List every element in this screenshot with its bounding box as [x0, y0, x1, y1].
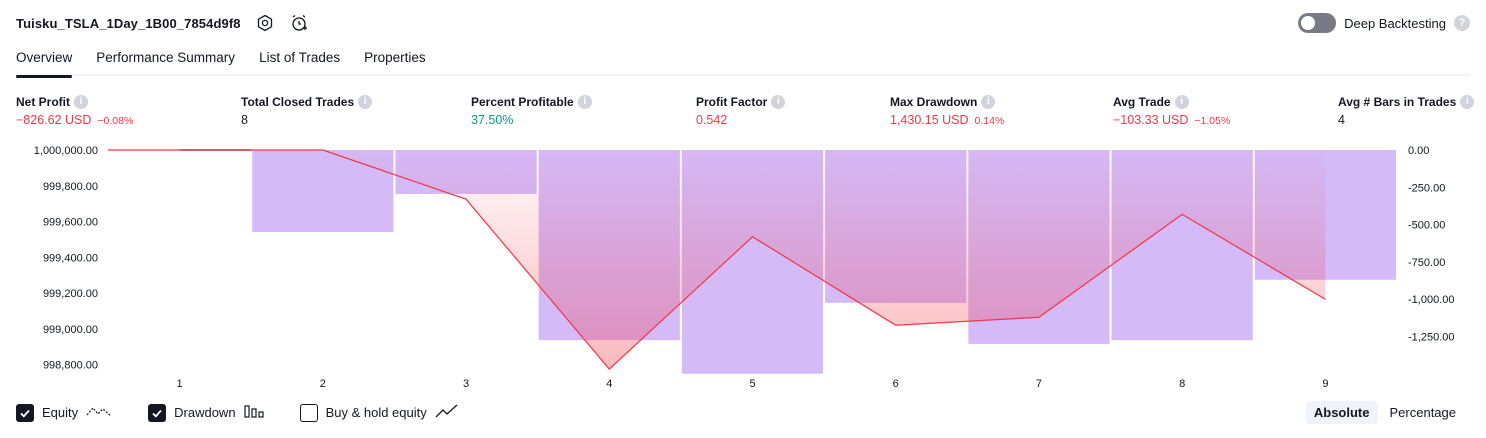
metric-percent: −1.05% — [1194, 115, 1231, 127]
x-axis-tick-label: 3 — [463, 378, 469, 390]
percentage-button[interactable]: Percentage — [1389, 405, 1457, 420]
metric-value: 1,430.15 USD — [890, 113, 969, 127]
absolute-button[interactable]: Absolute — [1305, 401, 1378, 424]
right-axis-tick-label: -1,000.00 — [1408, 294, 1454, 306]
metric-max-drawdown: Max Drawdown i 1,430.15 USD 0.14% — [890, 93, 1004, 127]
equity-area — [108, 150, 1326, 370]
deep-backtesting-toggle[interactable] — [1298, 13, 1337, 33]
metric-value: 0.542 — [696, 113, 728, 127]
drawdown-bars-icon — [243, 403, 264, 422]
x-axis-tick-label: 5 — [749, 378, 755, 390]
tab-list-of-trades[interactable]: List of Trades — [259, 50, 341, 65]
info-icon[interactable]: i — [1174, 94, 1189, 109]
equity-line-icon — [86, 403, 112, 422]
metric-profit-factor: Profit Factor i 0.542 — [696, 93, 786, 127]
metric-label: Profit Factor — [696, 94, 768, 109]
metric-label: Percent Profitable — [471, 94, 574, 109]
right-axis-tick-label: -750.00 — [1408, 257, 1445, 269]
x-axis-tick-label: 1 — [177, 378, 183, 390]
metric-percent: −0.08% — [97, 115, 134, 127]
x-axis-tick-label: 7 — [1036, 378, 1042, 390]
info-icon[interactable]: i — [1460, 94, 1475, 109]
left-axis-tick-label: 999,000.00 — [43, 324, 98, 336]
right-axis-tick-label: -500.00 — [1408, 220, 1445, 232]
equity-label[interactable]: Equity — [42, 405, 79, 420]
metric-label: Net Profit — [16, 94, 70, 109]
buy-hold-checkbox[interactable] — [299, 403, 318, 422]
metric-label: Avg # Bars in Trades — [1338, 94, 1457, 109]
equity-line — [108, 149, 1326, 370]
tab-properties[interactable]: Properties — [364, 50, 426, 65]
display-mode-switch: Absolute Percentage — [1305, 401, 1464, 424]
info-icon[interactable]: i — [981, 94, 996, 109]
left-axis-tick-label: 998,800.00 — [43, 360, 98, 372]
x-axis-tick-label: 4 — [606, 378, 612, 390]
right-axis-tick-label: 0.00 — [1408, 145, 1429, 157]
info-icon[interactable]: i — [358, 94, 373, 109]
info-icon[interactable]: i — [74, 94, 88, 109]
help-icon[interactable]: ? — [1454, 15, 1470, 31]
metric-net-profit: Net Profit i −826.62 USD −0.08% — [16, 93, 133, 127]
metric-avg-bars-in-trades: Avg # Bars in Trades i 4 — [1338, 93, 1475, 127]
metric-value: 4 — [1338, 113, 1345, 127]
right-axis-tick-label: -250.00 — [1408, 182, 1445, 194]
x-axis-tick-label: 9 — [1322, 378, 1328, 390]
tab-performance-summary[interactable]: Performance Summary — [96, 50, 236, 65]
drawdown-checkbox[interactable] — [148, 403, 167, 422]
gear-icon[interactable] — [255, 13, 275, 33]
metric-avg-trade: Avg Trade i −103.33 USD −1.05% — [1113, 93, 1230, 127]
trend-line-icon — [435, 403, 459, 422]
metric-value: −826.62 USD — [16, 113, 92, 127]
metric-total-closed-trades: Total Closed Trades i 8 — [241, 93, 373, 127]
x-axis-tick-label: 6 — [893, 378, 899, 390]
left-axis-tick-label: 999,800.00 — [43, 181, 98, 193]
x-axis-tick-label: 8 — [1179, 378, 1185, 390]
metric-label: Max Drawdown — [890, 94, 978, 109]
alarm-add-icon[interactable] — [289, 13, 309, 33]
strategy-name: Tuisku_TSLA_1Day_1B00_7854d9f8 — [16, 15, 241, 31]
tab-overview[interactable]: Overview — [16, 46, 73, 78]
deep-backtesting: Deep Backtesting ? — [1298, 13, 1470, 33]
left-axis-tick-label: 999,400.00 — [43, 252, 98, 264]
metric-percent-profitable: Percent Profitable i 37.50% — [471, 93, 592, 127]
metric-value: −103.33 USD — [1113, 113, 1189, 127]
info-icon[interactable]: i — [771, 94, 786, 109]
metric-label: Avg Trade — [1113, 94, 1171, 109]
equity-checkbox[interactable] — [16, 403, 34, 422]
right-axis-tick-label: -1,250.00 — [1408, 331, 1454, 343]
left-axis-tick-label: 999,200.00 — [43, 288, 98, 300]
metric-value: 8 — [241, 113, 248, 127]
x-axis-tick-label: 2 — [320, 378, 326, 390]
equity-drawdown-chart: 1,000,000.00 999,800.00 999,600.00 999,400.… — [34, 145, 1455, 390]
metric-value: 37.50% — [471, 113, 514, 127]
drawdown-label[interactable]: Drawdown — [174, 405, 236, 420]
deep-backtesting-label: Deep Backtesting — [1344, 15, 1446, 31]
left-axis-tick-label: 999,600.00 — [43, 217, 98, 229]
metric-label: Total Closed Trades — [241, 94, 355, 109]
info-icon[interactable]: i — [577, 94, 592, 109]
left-axis-tick-label: 1,000,000.00 — [34, 145, 98, 157]
chart-legend: Equity Drawdown Buy & hold equity — [16, 403, 459, 422]
buy-hold-label[interactable]: Buy & hold equity — [325, 405, 427, 420]
tab-bar: Overview Performance Summary List of Tra… — [16, 46, 1470, 78]
title-bar: Tuisku_TSLA_1Day_1B00_7854d9f8 — [16, 12, 309, 34]
metric-percent: 0.14% — [974, 115, 1005, 127]
